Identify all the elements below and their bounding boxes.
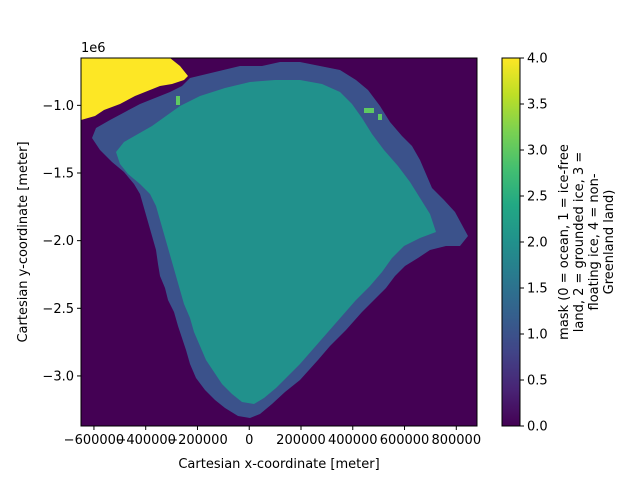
x-axis-ticks: −600000−400000−200000 0 200000 400000 600000…	[64, 426, 481, 448]
colorbar-label-line: Greenland land)	[602, 190, 617, 295]
x-tick-label: −600000	[64, 433, 125, 448]
x-tick-label: 600000	[380, 433, 430, 448]
colorbar-ticks: 0.0 0.5 1.0 1.5 2.0 2.5 3.0 3.5 4.0	[520, 52, 548, 435]
y-offset-label: 1e6	[81, 41, 106, 56]
colorbar-label-line: mask (0 = ocean, 1 = ice-free	[557, 144, 572, 340]
x-tick-label: 800000	[431, 433, 481, 448]
colorbar-tick-label: 4.0	[527, 52, 548, 67]
x-tick-label: 400000	[328, 433, 378, 448]
axes-frame	[80, 57, 478, 427]
floating-ice-patch	[364, 108, 374, 113]
y-tick-label: −2.5	[42, 302, 74, 317]
colorbar-tick-label: 1.5	[527, 282, 548, 297]
colorbar-tick-label: 0.0	[527, 420, 548, 435]
grounded-ice-region	[116, 80, 436, 404]
y-axis-ticks: −1.0 −1.5 −2.0 −2.5 −3.0	[42, 99, 81, 384]
x-axis-label: Cartesian x-coordinate [meter]	[178, 457, 379, 472]
x-tick-label: −400000	[115, 433, 176, 448]
floating-ice-patch	[176, 96, 180, 105]
y-tick-label: −1.5	[42, 167, 74, 182]
colorbar-label-line: land, 2 = grounded ice, 3 =	[572, 152, 587, 332]
x-tick-label: 200000	[276, 433, 326, 448]
y-tick-label: −3.0	[42, 369, 74, 384]
colorbar-tick-label: 1.0	[527, 328, 548, 343]
x-tick-label: −200000	[167, 433, 228, 448]
colorbar-tick-label: 3.5	[527, 98, 548, 113]
colorbar-tick-label: 3.0	[527, 144, 548, 159]
y-tick-label: −2.0	[42, 234, 74, 249]
non-greenland-land-region	[81, 58, 188, 120]
colorbar-tick-label: 0.5	[527, 374, 548, 389]
floating-ice-patch	[378, 114, 382, 120]
colorbar-label: mask (0 = ocean, 1 = ice-free land, 2 = …	[557, 144, 617, 340]
x-tick-label: 0	[245, 433, 253, 448]
colorbar-tick-label: 2.5	[527, 190, 548, 205]
colorbar-label-line: floating ice, 4 = non-	[587, 173, 602, 310]
y-axis-label: Cartesian y-coordinate [meter]	[16, 141, 31, 342]
colorbar-tick-label: 2.0	[527, 236, 548, 251]
colorbar	[501, 57, 521, 427]
plot-area	[81, 58, 477, 426]
y-tick-label: −1.0	[42, 99, 74, 114]
